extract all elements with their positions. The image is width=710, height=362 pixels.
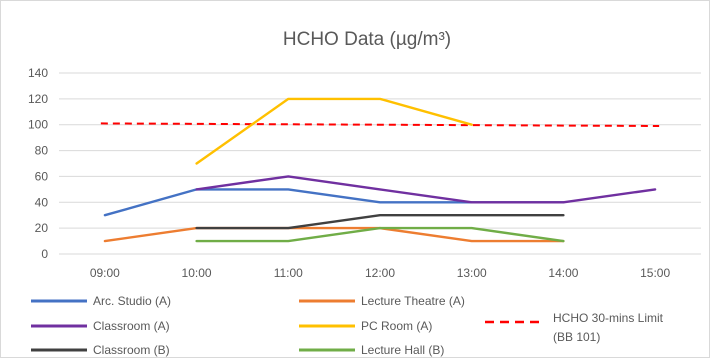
limit-line	[100, 122, 660, 128]
legend-label: Classroom (A)	[93, 319, 170, 333]
y-tick-label: 0	[41, 247, 48, 261]
y-tick-label: 140	[28, 66, 48, 80]
limit-line-group	[100, 122, 660, 128]
gridlines	[59, 72, 701, 255]
series-lines	[103, 97, 657, 243]
x-tick-label: 10:00	[182, 266, 212, 280]
legend-label-limit-line2: (BB 101)	[553, 330, 600, 344]
chart-title: HCHO Data (µg/m³)	[283, 29, 451, 50]
x-tick-label: 12:00	[365, 266, 395, 280]
y-tick-label: 60	[35, 169, 49, 183]
series-line-3	[195, 97, 473, 165]
legend-label: PC Room (A)	[361, 319, 432, 333]
y-tick-label: 40	[35, 195, 49, 209]
series-line-1	[103, 226, 565, 243]
y-tick-label: 80	[35, 144, 49, 158]
x-tick-label: 11:00	[274, 266, 303, 280]
legend: Arc. Studio (A) Lecture Theatre (A) Classr…	[31, 294, 664, 357]
legend-label: Lecture Hall (B)	[361, 343, 444, 357]
legend-label-limit: HCHO 30-mins Limit	[553, 311, 664, 325]
series-line-4	[195, 214, 565, 230]
legend-label: Lecture Theatre (A)	[361, 294, 465, 308]
series-line-2	[195, 175, 657, 204]
y-tick-label: 120	[28, 92, 48, 106]
x-tick-label: 15:00	[640, 266, 670, 280]
x-tick-label: 09:00	[90, 266, 120, 280]
y-tick-label: 100	[28, 118, 48, 132]
series-line-5	[195, 226, 565, 243]
legend-label: Arc. Studio (A)	[93, 294, 171, 308]
x-tick-label: 14:00	[548, 266, 578, 280]
legend-label: Classroom (B)	[93, 343, 170, 357]
x-tick-label: 13:00	[457, 266, 487, 280]
y-axis-tick-labels: 0 20 40 60 80 100 120 140	[28, 66, 48, 261]
x-axis-tick-labels: 09:00 10:00 11:00 12:00 13:00 14:00 15:00	[90, 266, 671, 280]
y-tick-label: 20	[35, 221, 49, 235]
